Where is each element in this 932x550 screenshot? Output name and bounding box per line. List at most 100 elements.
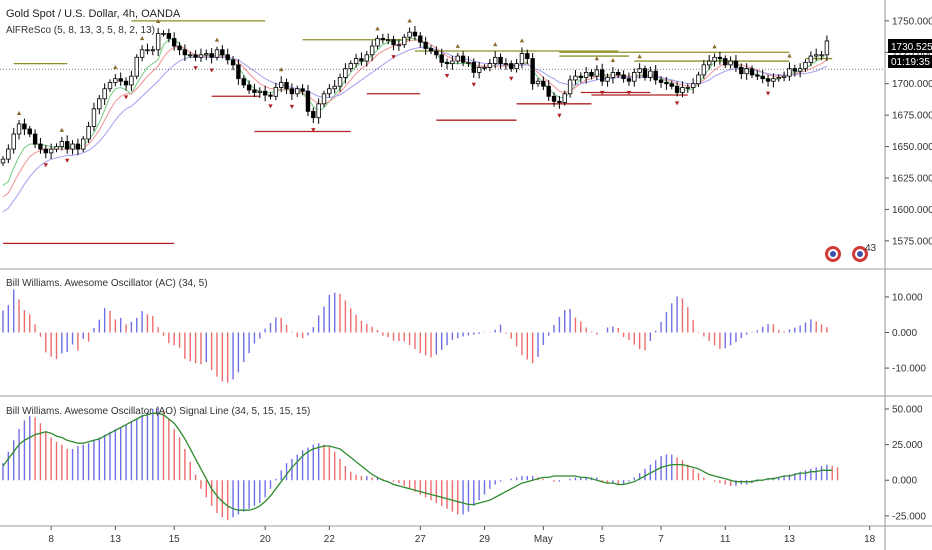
candle-body: [166, 33, 172, 39]
candle-body: [316, 103, 321, 119]
candle-body: [787, 68, 792, 77]
fractal-up-marker: [16, 111, 22, 116]
price-y-tick: 1750.000: [892, 16, 932, 27]
candle-body: [653, 70, 658, 81]
ao-y-tick: 50.000: [892, 404, 923, 415]
fractal-up-marker: [279, 67, 284, 72]
candle-body: [0, 158, 6, 164]
flag-badges[interactable]: 43: [825, 243, 877, 262]
candle-body: [321, 93, 327, 105]
candle-body: [514, 63, 519, 70]
ac-y-tick: -10.000: [892, 364, 926, 375]
ac-y-tick: 10.000: [892, 292, 923, 303]
ao-title: Bill Williams. Awesome Oscillator (AO) S…: [6, 406, 310, 417]
x-tick-label: 22: [324, 534, 336, 545]
candle-body: [562, 93, 567, 103]
candle-body: [551, 95, 557, 102]
candle-body: [680, 87, 685, 93]
fractal-down-marker: [289, 104, 295, 109]
fractal-up-marker: [712, 44, 717, 49]
candle-body: [305, 90, 311, 112]
candle-body: [765, 78, 771, 82]
x-tick-label: 20: [260, 534, 272, 545]
ao-oscillator-panel: [2, 407, 839, 521]
candle-body: [289, 88, 295, 95]
candle-body: [193, 54, 198, 58]
candle-body: [75, 143, 81, 150]
candle-body: [455, 55, 460, 62]
candle-body: [509, 63, 514, 70]
fractal-down-marker: [268, 104, 273, 109]
candle-body: [332, 85, 337, 90]
x-tick-label: 11: [720, 534, 731, 545]
candle-body: [150, 49, 155, 52]
candle-body: [230, 59, 236, 66]
price-y-tick: 1700.000: [892, 79, 932, 90]
flag-badge-count: 43: [865, 243, 877, 254]
candle-body: [669, 83, 674, 87]
candle-body: [32, 133, 38, 145]
candle-body: [369, 45, 375, 56]
fractal-down-marker: [674, 101, 680, 106]
candle-body: [755, 74, 760, 77]
candle-body: [824, 40, 830, 56]
candle-body: [412, 31, 418, 37]
price-tag-countdown: 01:19:35: [891, 57, 930, 68]
candle-body: [423, 41, 428, 49]
fractal-up-marker: [214, 37, 220, 42]
x-tick-label: 18: [864, 534, 876, 545]
x-tick-label: 27: [415, 534, 427, 545]
candle-body: [819, 54, 824, 57]
candle-body: [616, 72, 621, 76]
candle-body: [541, 80, 546, 87]
x-tick-label: 13: [110, 534, 122, 545]
candle-body: [118, 78, 123, 82]
candle-body: [102, 88, 107, 100]
candle-body: [739, 66, 744, 75]
fractal-up-marker: [610, 57, 616, 62]
fractal-up-marker: [139, 36, 145, 41]
x-tick-label: 5: [599, 534, 605, 545]
fractal-down-marker: [391, 55, 396, 60]
candle-body: [38, 143, 43, 150]
ac-title: Bill Williams. Awesome Oscillator (AC) (…: [6, 278, 208, 289]
fractal-up-marker: [407, 18, 412, 23]
candle-body: [123, 80, 129, 86]
price-y-tick: 1575.000: [892, 236, 932, 247]
price-y-tick: 1600.000: [892, 205, 932, 216]
candle-body: [22, 123, 27, 130]
candle-body: [632, 72, 637, 82]
candle-body: [348, 63, 353, 70]
candle-body: [252, 89, 257, 93]
candle-body: [439, 54, 444, 63]
candle-body: [797, 68, 803, 72]
candle-body: [685, 87, 690, 89]
candle-body: [353, 58, 359, 65]
candle-body: [664, 82, 669, 85]
fractal-down-marker: [43, 163, 48, 168]
candle-body: [626, 78, 632, 82]
candle-body: [648, 70, 653, 78]
fractal-up-marker: [113, 65, 118, 70]
candle-body: [701, 64, 707, 76]
candle-body: [209, 53, 214, 58]
price-panel: [0, 18, 885, 245]
candle-body: [273, 87, 279, 97]
indicator-label: AlFReSco (5, 8, 13, 3, 5, 8, 2, 13): [6, 25, 155, 36]
candle-body: [364, 54, 369, 62]
candle-body: [557, 100, 562, 103]
candle-body: [546, 85, 551, 97]
candle-body: [621, 74, 626, 80]
price-y-tick: 1625.000: [892, 174, 932, 185]
candle-body: [198, 54, 204, 58]
candle-body: [113, 78, 118, 83]
price-tag-value: 1730.525: [891, 42, 932, 53]
candle-body: [583, 72, 589, 78]
fractal-up-marker: [155, 19, 161, 24]
candle-body: [466, 61, 471, 64]
candle-body: [97, 98, 102, 110]
candle-body: [605, 77, 610, 82]
fractal-up-marker: [637, 54, 642, 59]
fractal-down-marker: [193, 66, 198, 71]
